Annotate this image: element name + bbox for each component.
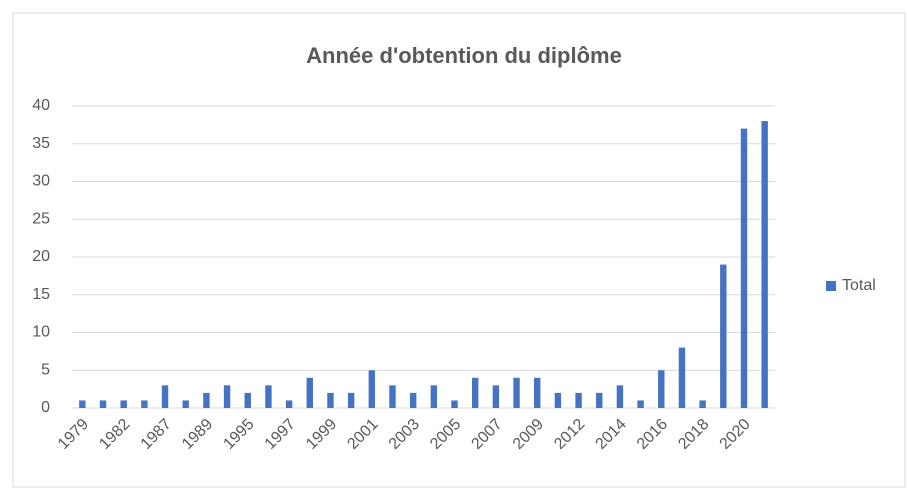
bar [368, 370, 376, 408]
bar [720, 264, 727, 408]
y-tick-label: 40 [32, 97, 50, 114]
bar [596, 392, 603, 408]
bar [471, 377, 479, 408]
bar [761, 121, 768, 408]
bar [492, 385, 500, 408]
y-tick-label: 25 [32, 210, 50, 227]
bar [141, 400, 148, 408]
y-tick-label: 35 [32, 135, 50, 152]
bar [265, 385, 272, 408]
bar [616, 385, 624, 408]
bar [409, 392, 417, 408]
bar [513, 377, 520, 408]
bar [451, 400, 458, 408]
y-tick-label: 5 [41, 361, 50, 378]
bar [740, 128, 748, 408]
y-tick-label: 0 [41, 399, 50, 416]
y-tick-label: 20 [32, 248, 50, 265]
bar [678, 347, 686, 408]
bar [327, 392, 334, 408]
bar [182, 400, 189, 408]
bar [161, 385, 169, 408]
bar [223, 385, 231, 408]
bar [430, 385, 438, 408]
bar [244, 392, 251, 408]
bar [699, 400, 706, 408]
chart-frame [12, 12, 906, 488]
legend-swatch [826, 281, 836, 291]
bar [575, 392, 582, 408]
legend-label: Total [842, 277, 876, 294]
bar [285, 400, 293, 408]
bar [554, 392, 562, 408]
chart-title: Année d'obtention du diplôme [306, 43, 622, 68]
bar [637, 400, 644, 408]
bar [389, 385, 396, 408]
y-tick-label: 10 [32, 324, 50, 341]
bar [79, 400, 86, 408]
bar [534, 377, 541, 408]
y-tick-label: 15 [32, 286, 50, 303]
bar [658, 370, 665, 408]
bar [306, 377, 313, 408]
bar [347, 392, 355, 408]
y-tick-label: 30 [32, 173, 50, 190]
bar [99, 400, 107, 408]
bar [120, 400, 127, 408]
bar [203, 392, 210, 408]
